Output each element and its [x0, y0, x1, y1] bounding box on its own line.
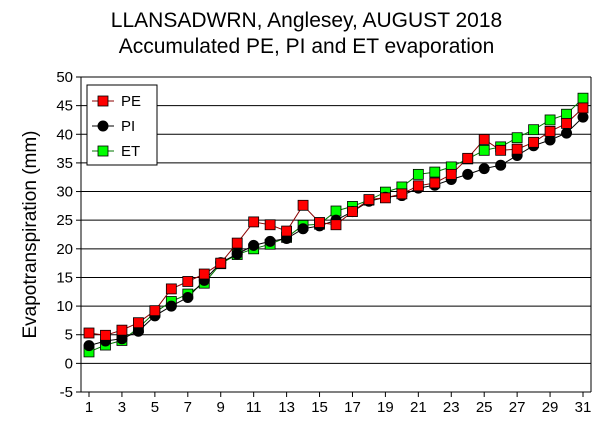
data-point-pe	[528, 136, 539, 148]
y-axis-label: Evapotranspiration (mm)	[20, 130, 41, 338]
data-point-pe	[495, 144, 507, 156]
x-tick-label: 1	[85, 399, 93, 416]
data-point-pe	[83, 327, 95, 339]
data-point-pe	[445, 168, 457, 180]
data-point-et	[412, 168, 424, 180]
x-tick-label: 19	[377, 399, 394, 416]
legend: PE PI ET	[86, 84, 158, 166]
data-point-pe	[544, 126, 556, 137]
y-tick-label: 40	[56, 126, 73, 143]
data-point-pi	[182, 292, 194, 303]
x-tick-label: 9	[217, 399, 225, 416]
data-point-pe	[379, 192, 391, 204]
data-point-pe	[462, 152, 474, 164]
x-tick-label: 29	[542, 399, 559, 416]
grid-layer	[81, 76, 591, 393]
x-tick-label: 27	[509, 399, 526, 416]
x-tick-label: 7	[184, 399, 192, 416]
x-tick-label: 3	[118, 399, 126, 416]
x-tick-label: 15	[311, 399, 328, 416]
y-tick-label: 25	[56, 212, 73, 229]
data-point-et	[577, 92, 589, 104]
x-tick-label: 23	[443, 399, 460, 416]
data-point-et	[330, 205, 342, 217]
legend-label-pe: PE	[121, 93, 141, 110]
x-tick-label: 31	[575, 399, 592, 416]
x-tick-label: 21	[410, 399, 427, 416]
data-point-pi	[264, 235, 276, 247]
series-line-pi	[88, 116, 584, 347]
data-point-pe	[314, 217, 325, 228]
data-point-pi	[495, 159, 507, 171]
data-point-pe	[116, 324, 128, 336]
data-point-pe	[330, 219, 342, 231]
data-point-pe	[132, 317, 144, 329]
data-point-pe	[231, 237, 243, 249]
y-tick-label: 20	[56, 241, 73, 258]
chart-title-line: LLANSADWRN, Anglesey, AUGUST 2018	[110, 9, 503, 32]
y-tick-label: 0	[65, 355, 73, 372]
y-tick-label: 5	[65, 327, 73, 344]
y-tick-label: 35	[56, 155, 73, 172]
y-tick-label: 30	[56, 184, 73, 201]
data-point-pe	[264, 219, 276, 231]
legend-marker-pi	[97, 120, 109, 132]
data-point-pe	[149, 305, 161, 317]
x-tick-label: 11	[246, 399, 262, 416]
data-point-pi	[83, 340, 95, 352]
data-point-pe	[429, 177, 441, 189]
data-point-pe	[561, 117, 572, 129]
data-point-pe	[347, 206, 358, 217]
data-point-et	[429, 166, 441, 178]
data-point-pe	[412, 180, 424, 192]
data-point-pe	[182, 276, 194, 287]
legend-marker-pe	[97, 95, 109, 107]
y-tick-label: 45	[56, 98, 73, 115]
data-point-pe	[248, 216, 260, 228]
y-tick-label: 10	[56, 298, 73, 315]
data-point-pi	[165, 300, 177, 312]
data-point-pe	[281, 225, 293, 237]
series-layer	[83, 92, 589, 358]
data-point-et	[511, 132, 523, 144]
x-tick-label: 25	[476, 399, 493, 416]
y-tick-label: 50	[56, 69, 73, 86]
y-tick-label: -5	[60, 384, 73, 401]
data-point-et	[561, 108, 572, 120]
x-tick-label: 17	[344, 399, 361, 416]
data-point-pe	[396, 188, 408, 200]
legend-label-et: ET	[121, 143, 140, 160]
data-point-pe	[165, 283, 177, 295]
data-point-pe	[478, 134, 490, 145]
data-point-et	[544, 114, 556, 126]
data-point-et	[528, 124, 539, 136]
chart-title: LLANSADWRN, Anglesey, AUGUST 2018 Accumu…	[0, 8, 613, 60]
legend-label-pi: PI	[121, 118, 135, 135]
data-point-pi	[297, 223, 309, 235]
y-tick-label: 15	[56, 269, 73, 286]
data-point-et	[478, 144, 490, 156]
data-point-pe	[100, 329, 111, 341]
data-point-pe	[511, 143, 523, 155]
x-tick-label: 5	[151, 399, 159, 416]
legend-marker-et	[97, 145, 109, 157]
data-point-pe	[363, 194, 375, 205]
data-point-pe	[577, 102, 589, 114]
data-point-pe	[215, 257, 227, 269]
data-point-pi	[478, 163, 490, 175]
chart-subtitle-line: Accumulated PE, PI and ET evaporation	[118, 35, 495, 58]
x-tick-label: 13	[278, 399, 295, 416]
data-point-pi	[577, 111, 589, 123]
data-point-pi	[561, 127, 573, 139]
data-point-pe	[198, 268, 210, 280]
data-point-pi	[248, 239, 260, 251]
data-point-pi	[462, 168, 474, 180]
data-point-pe	[297, 199, 309, 211]
data-point-pi	[231, 248, 243, 260]
